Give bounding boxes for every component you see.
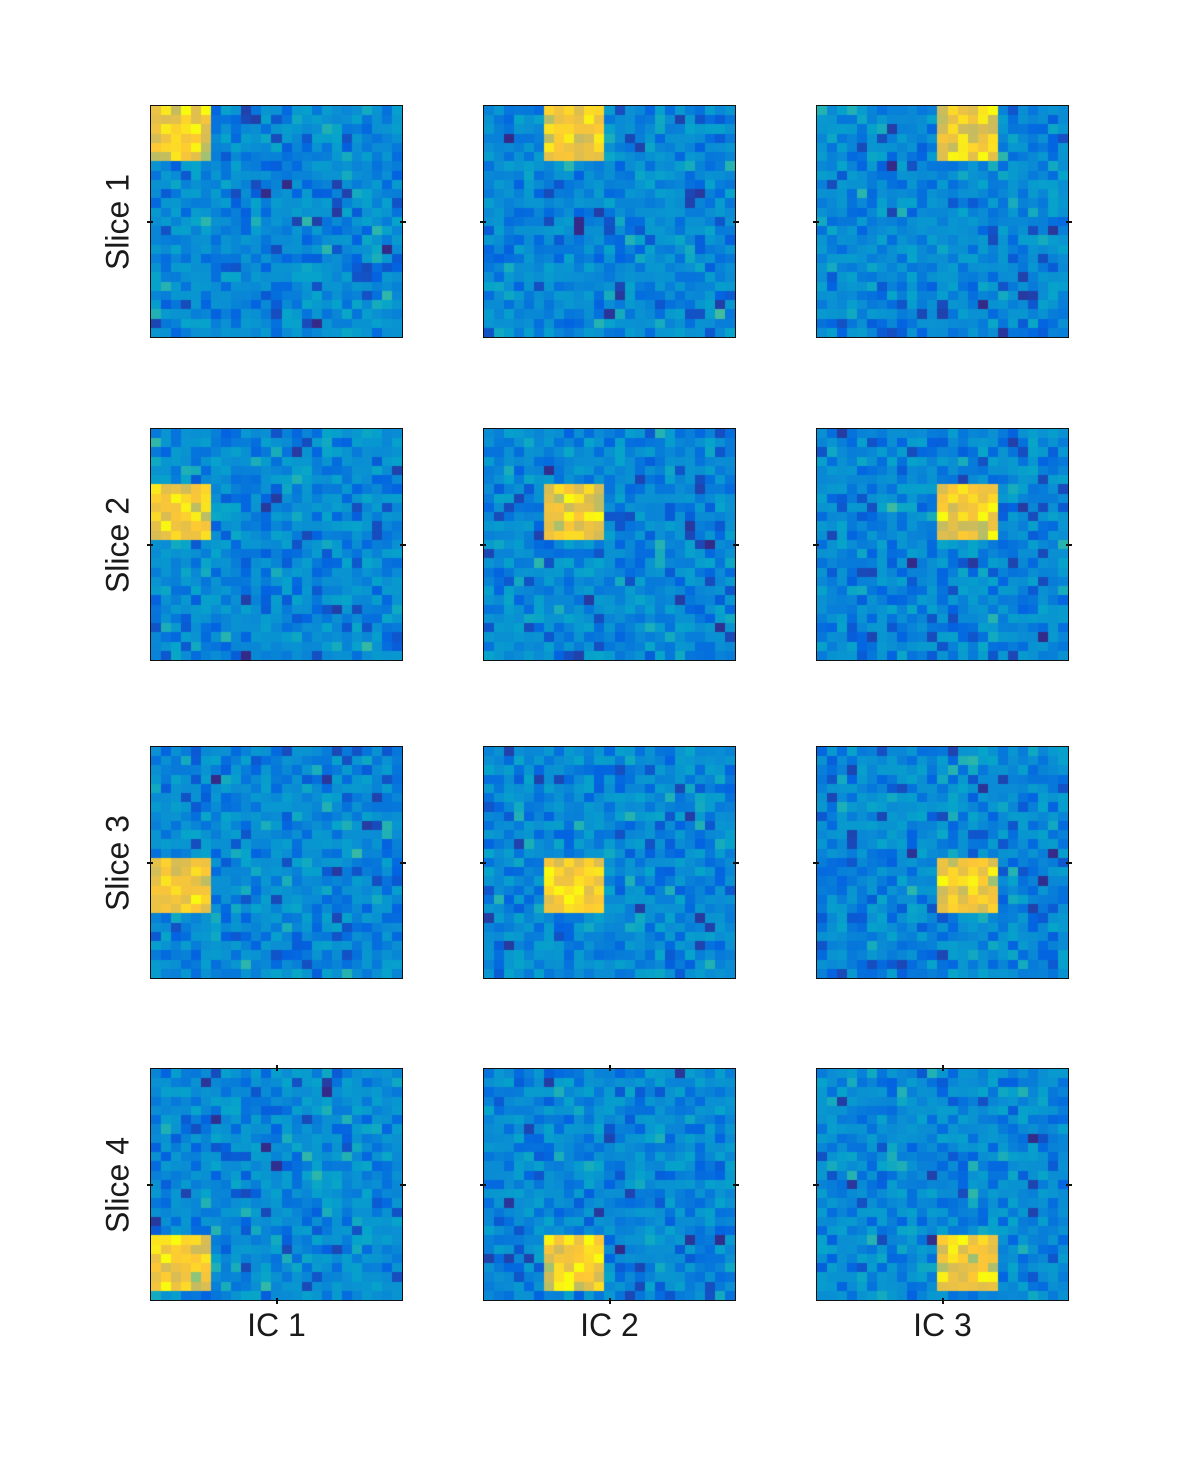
x-tick-top-icon bbox=[609, 1065, 611, 1071]
heatmap-image-slice4-ic2 bbox=[484, 1069, 735, 1300]
y-tick-right-icon bbox=[400, 862, 406, 864]
y-tick-right-icon bbox=[400, 1184, 406, 1186]
y-tick-left-icon bbox=[480, 544, 486, 546]
heatmap-panel-slice4-ic1 bbox=[150, 1068, 403, 1301]
y-tick-right-icon bbox=[733, 544, 739, 546]
heatmap-panel-slice3-ic1 bbox=[150, 746, 403, 979]
heatmap-image-slice2-ic1 bbox=[151, 429, 402, 660]
heatmap-image-slice1-ic1 bbox=[151, 106, 402, 337]
heatmap-image-slice3-ic3 bbox=[817, 747, 1068, 978]
heatmap-image-slice1-ic2 bbox=[484, 106, 735, 337]
heatmap-image-slice4-ic1 bbox=[151, 1069, 402, 1300]
row-label-slice-1: Slice 1 bbox=[99, 173, 135, 270]
heatmap-image-slice1-ic3 bbox=[817, 106, 1068, 337]
col-label-ic-1: IC 1 bbox=[247, 1307, 306, 1343]
y-tick-left-icon bbox=[480, 221, 486, 223]
heatmap-panel-slice2-ic2 bbox=[483, 428, 736, 661]
y-tick-left-icon bbox=[147, 862, 153, 864]
y-tick-right-icon bbox=[733, 1184, 739, 1186]
heatmap-image-slice4-ic3 bbox=[817, 1069, 1068, 1300]
heatmap-image-slice3-ic1 bbox=[151, 747, 402, 978]
heatmap-panel-slice1-ic3 bbox=[816, 105, 1069, 338]
y-tick-right-icon bbox=[1066, 1184, 1072, 1186]
heatmap-image-slice2-ic3 bbox=[817, 429, 1068, 660]
y-tick-left-icon bbox=[813, 1184, 819, 1186]
y-tick-right-icon bbox=[400, 544, 406, 546]
y-tick-right-icon bbox=[1066, 221, 1072, 223]
heatmap-panel-slice3-ic3 bbox=[816, 746, 1069, 979]
y-tick-right-icon bbox=[733, 862, 739, 864]
heatmap-panel-slice4-ic2 bbox=[483, 1068, 736, 1301]
x-tick-bottom-icon bbox=[609, 1298, 611, 1304]
y-tick-left-icon bbox=[813, 862, 819, 864]
heatmap-panel-slice1-ic1 bbox=[150, 105, 403, 338]
x-tick-bottom-icon bbox=[942, 1298, 944, 1304]
y-tick-right-icon bbox=[1066, 862, 1072, 864]
y-tick-right-icon bbox=[733, 221, 739, 223]
heatmap-panel-slice1-ic2 bbox=[483, 105, 736, 338]
y-tick-right-icon bbox=[1066, 544, 1072, 546]
heatmap-image-slice2-ic2 bbox=[484, 429, 735, 660]
heatmap-panel-slice2-ic3 bbox=[816, 428, 1069, 661]
x-tick-top-icon bbox=[276, 1065, 278, 1071]
y-tick-left-icon bbox=[147, 1184, 153, 1186]
y-tick-left-icon bbox=[147, 221, 153, 223]
x-tick-bottom-icon bbox=[276, 1298, 278, 1304]
heatmap-panel-slice3-ic2 bbox=[483, 746, 736, 979]
y-tick-left-icon bbox=[480, 862, 486, 864]
heatmap-panel-slice4-ic3 bbox=[816, 1068, 1069, 1301]
x-tick-top-icon bbox=[942, 1065, 944, 1071]
row-label-slice-2: Slice 2 bbox=[99, 496, 135, 593]
y-tick-left-icon bbox=[480, 1184, 486, 1186]
y-tick-right-icon bbox=[400, 221, 406, 223]
heatmap-panel-slice2-ic1 bbox=[150, 428, 403, 661]
row-label-slice-4: Slice 4 bbox=[99, 1136, 135, 1233]
y-tick-left-icon bbox=[813, 221, 819, 223]
col-label-ic-2: IC 2 bbox=[580, 1307, 639, 1343]
y-tick-left-icon bbox=[813, 544, 819, 546]
col-label-ic-3: IC 3 bbox=[913, 1307, 972, 1343]
row-label-slice-3: Slice 3 bbox=[99, 814, 135, 911]
heatmap-image-slice3-ic2 bbox=[484, 747, 735, 978]
y-tick-left-icon bbox=[147, 544, 153, 546]
